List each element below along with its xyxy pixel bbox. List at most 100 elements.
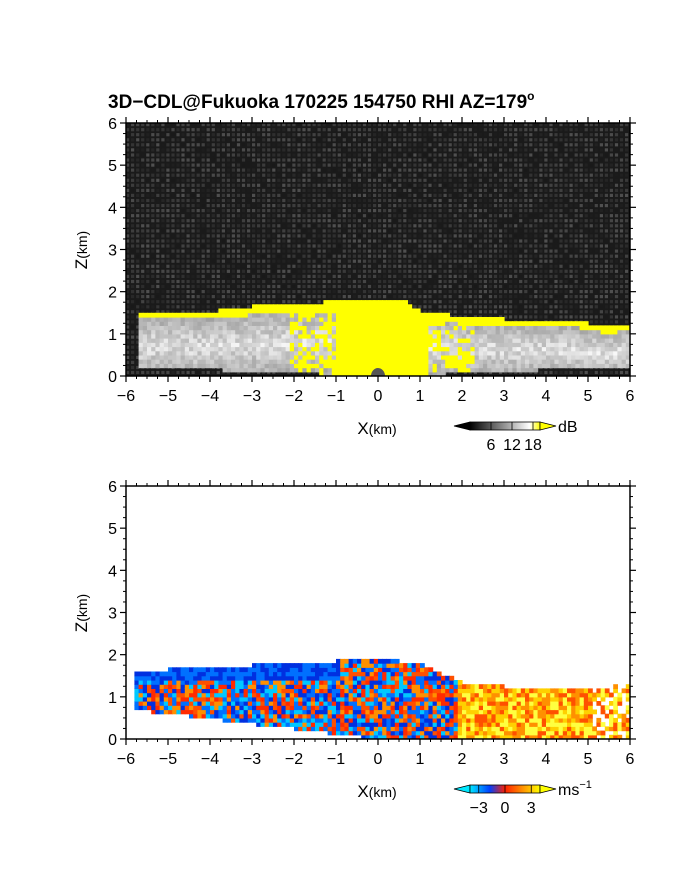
noise-cell xyxy=(241,143,246,147)
noise-cell xyxy=(619,173,624,177)
noise-cell xyxy=(171,269,175,273)
noise-cell xyxy=(252,133,256,137)
noise-cell xyxy=(176,128,180,132)
noise-cell xyxy=(151,259,155,263)
noise-cell xyxy=(584,274,588,278)
noise-cell xyxy=(509,370,513,375)
noise-cell xyxy=(534,173,538,177)
noise-cell xyxy=(257,178,261,182)
noise-cell xyxy=(252,279,256,284)
noise-cell xyxy=(468,370,472,375)
noise-cell xyxy=(529,153,533,157)
noise-cell xyxy=(317,229,321,233)
noise-cell xyxy=(559,148,563,152)
noise-cell xyxy=(191,178,195,182)
noise-cell xyxy=(619,183,624,187)
noise-cell xyxy=(428,198,432,203)
noise-cell xyxy=(468,274,472,278)
noise-cell xyxy=(317,188,321,192)
noise-cell xyxy=(554,173,558,177)
noise-cell xyxy=(221,214,225,218)
noise-cell xyxy=(236,204,241,208)
noise-cell xyxy=(383,264,387,268)
noise-cell xyxy=(221,239,225,243)
noise-cell xyxy=(267,229,271,233)
noise-cell xyxy=(126,315,130,319)
noise-cell xyxy=(307,193,311,197)
noise-cell xyxy=(141,183,145,187)
noise-cell xyxy=(247,183,251,187)
noise-cell xyxy=(236,269,241,273)
noise-cell xyxy=(594,178,598,182)
noise-cell xyxy=(594,300,598,304)
noise-cell xyxy=(478,305,482,309)
noise-cell xyxy=(201,153,205,157)
noise-cell xyxy=(448,315,452,319)
noise-cell xyxy=(337,204,341,208)
noise-cell xyxy=(514,183,518,187)
noise-cell xyxy=(373,239,377,243)
noise-cell xyxy=(488,279,493,284)
noise-cell xyxy=(604,183,608,187)
noise-cell xyxy=(524,158,528,162)
noise-cell xyxy=(221,284,225,289)
noise-cell xyxy=(463,239,467,243)
noise-cell xyxy=(468,214,472,218)
noise-cell xyxy=(488,290,493,294)
noise-cell xyxy=(514,229,518,233)
noise-cell xyxy=(625,290,629,294)
noise-cell xyxy=(614,279,619,284)
noise-cell xyxy=(231,279,235,284)
noise-cell xyxy=(504,188,508,192)
noise-cell xyxy=(373,229,377,233)
noise-cell xyxy=(282,178,286,182)
noise-cell xyxy=(493,198,498,203)
noise-cell xyxy=(272,224,276,228)
noise-cell xyxy=(569,158,573,162)
noise-cell xyxy=(267,128,271,132)
noise-cell xyxy=(272,143,276,147)
noise-cell xyxy=(171,168,175,172)
noise-cell xyxy=(126,254,130,258)
noise-cell xyxy=(146,310,150,314)
noise-cell xyxy=(277,143,281,147)
noise-cell xyxy=(625,193,629,197)
noise-cell xyxy=(619,229,624,233)
noise-cell xyxy=(302,158,306,162)
noise-cell xyxy=(257,209,261,213)
noise-cell xyxy=(327,173,331,177)
noise-cell xyxy=(478,148,482,152)
noise-cell xyxy=(448,370,452,375)
noise-cell xyxy=(478,133,482,137)
noise-cell xyxy=(241,219,246,223)
noise-cell xyxy=(252,274,256,278)
noise-cell xyxy=(176,234,180,238)
noise-cell xyxy=(559,198,563,203)
noise-cell xyxy=(509,133,513,137)
noise-cell xyxy=(564,244,568,248)
noise-cell xyxy=(408,209,412,213)
noise-cell xyxy=(478,244,482,248)
noise-cell xyxy=(297,279,301,284)
noise-cell xyxy=(599,173,603,177)
noise-cell xyxy=(236,209,241,213)
noise-cell xyxy=(282,279,286,284)
noise-cell xyxy=(136,249,140,253)
noise-cell xyxy=(211,290,215,294)
noise-cell xyxy=(504,264,508,268)
noise-cell xyxy=(367,158,372,162)
noise-cell xyxy=(126,128,130,132)
noise-cell xyxy=(322,239,326,243)
noise-cell xyxy=(146,249,150,253)
noise-cell xyxy=(458,305,462,309)
noise-cell xyxy=(574,249,578,253)
noise-cell xyxy=(126,264,130,268)
noise-cell xyxy=(393,133,397,137)
noise-cell xyxy=(241,209,246,213)
noise-cell xyxy=(196,148,200,152)
noise-cell xyxy=(504,259,508,263)
noise-cell xyxy=(579,244,583,248)
noise-cell xyxy=(362,279,367,284)
noise-cell xyxy=(247,284,251,289)
noise-cell xyxy=(277,239,281,243)
